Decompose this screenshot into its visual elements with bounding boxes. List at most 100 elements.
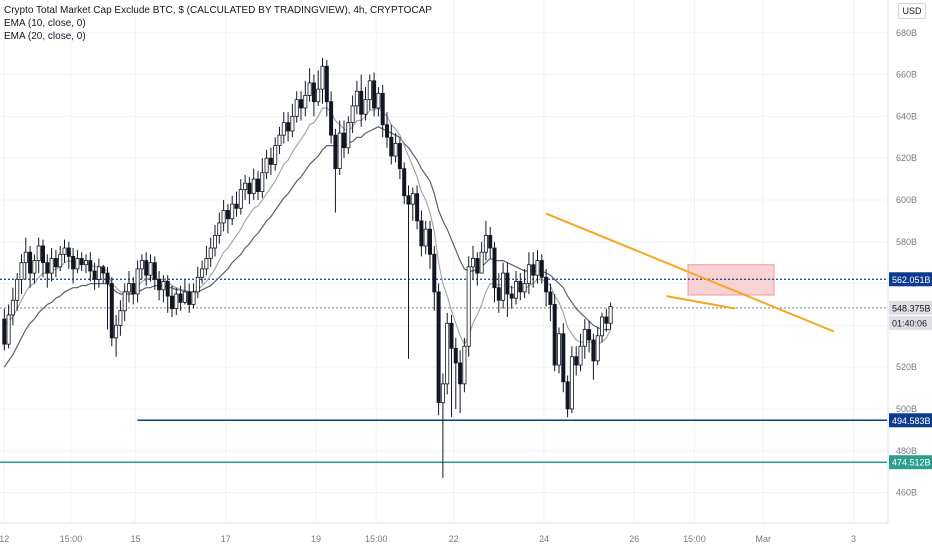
- candle-body: [200, 268, 205, 278]
- y-tick-label: 600B: [896, 195, 917, 205]
- candle-body: [496, 287, 501, 301]
- candle-body: [372, 80, 377, 109]
- candle-body: [359, 90, 364, 115]
- candle-body: [522, 283, 527, 293]
- y-tick-label: 660B: [896, 70, 917, 80]
- x-tick-label: 15: [130, 534, 140, 544]
- candle-body: [277, 134, 282, 147]
- candle-body: [410, 193, 415, 205]
- countdown-label-bg: [889, 315, 932, 330]
- candle-body: [178, 293, 183, 303]
- candle-body: [105, 272, 110, 284]
- candle-body: [298, 99, 303, 109]
- candle-body: [230, 203, 235, 220]
- candle-body: [260, 172, 265, 192]
- candle-body: [15, 278, 20, 301]
- candle-body: [419, 220, 424, 247]
- candle-body: [440, 383, 445, 404]
- orange-trendline-short[interactable]: [666, 295, 736, 310]
- candle-body: [36, 245, 41, 261]
- candle-body: [212, 235, 217, 249]
- price-label-bg: [889, 455, 932, 470]
- price-label-hline-474: 474.512B: [892, 458, 931, 468]
- candle-body: [569, 356, 574, 410]
- candle-body: [290, 115, 295, 132]
- candle-body: [324, 65, 329, 103]
- candle-body: [432, 253, 437, 293]
- orange-trendline-long[interactable]: [545, 212, 835, 333]
- candle-body: [397, 143, 402, 170]
- candle-body: [221, 209, 226, 224]
- candle-body: [161, 281, 166, 291]
- candle-body: [341, 132, 346, 149]
- candle-body: [514, 281, 519, 299]
- time-axis[interactable]: [0, 523, 888, 550]
- candle-body: [539, 260, 544, 278]
- candle-body: [204, 258, 209, 270]
- candle-body: [187, 291, 192, 305]
- candle-body: [118, 310, 123, 326]
- candle-body: [561, 333, 566, 383]
- indicator-ema10-label[interactable]: EMA (10, close, 0): [4, 18, 86, 29]
- x-tick-label: Mar: [756, 534, 772, 544]
- price-label-bg: [889, 413, 932, 428]
- candle-body: [122, 291, 127, 312]
- candle-body: [208, 247, 213, 259]
- candle-body: [127, 283, 132, 293]
- candle-body: [251, 178, 256, 195]
- candle-body: [71, 255, 76, 270]
- candle-body: [505, 272, 510, 295]
- price-label-hline-494: 494.583B: [892, 416, 931, 426]
- candle-body: [182, 291, 187, 303]
- candles-group: [2, 57, 613, 478]
- resistance-zone[interactable]: [687, 264, 775, 296]
- y-tick-label: 520B: [896, 362, 917, 372]
- candle-body: [436, 291, 441, 404]
- candle-body: [548, 291, 553, 305]
- candle-body: [354, 90, 359, 107]
- candle-body: [329, 101, 334, 136]
- x-tick-label: 15:00: [365, 534, 388, 544]
- x-tick-label: 12: [0, 534, 9, 544]
- x-tick-label: 26: [629, 534, 639, 544]
- candle-body: [526, 264, 531, 284]
- candle-body: [264, 157, 269, 174]
- candle-body: [191, 291, 196, 305]
- ema10-line[interactable]: [3, 107, 612, 346]
- candle-body: [217, 222, 222, 236]
- candle-body: [565, 381, 570, 410]
- candle-body: [475, 258, 480, 274]
- candle-body: [255, 178, 260, 192]
- candle-body: [28, 251, 33, 274]
- candle-body: [350, 105, 355, 124]
- indicator-ema20-label[interactable]: EMA (20, close, 0): [4, 31, 86, 42]
- x-tick-label: 15:00: [60, 534, 83, 544]
- y-tick-label: 640B: [896, 111, 917, 121]
- candle-body: [10, 299, 15, 316]
- candle-body: [574, 356, 579, 366]
- candle-body: [135, 268, 140, 295]
- candle-body: [19, 262, 24, 280]
- candle-body: [139, 260, 144, 270]
- candle-body: [479, 251, 484, 274]
- candle-body: [376, 92, 381, 109]
- candle-body: [92, 270, 97, 280]
- candle-body: [84, 260, 89, 266]
- candle-body: [557, 333, 562, 366]
- y-tick-label: 480B: [896, 446, 917, 456]
- price-label-price-line-current: 548.375B: [892, 303, 931, 313]
- candle-body: [427, 228, 432, 255]
- ema20-line[interactable]: [3, 126, 611, 368]
- x-tick-label: 3: [851, 534, 856, 544]
- candle-body: [608, 306, 613, 324]
- candle-body: [483, 235, 488, 253]
- candle-body: [311, 82, 316, 103]
- candle-body: [462, 345, 467, 385]
- currency-button[interactable]: USD: [898, 3, 926, 19]
- candle-body: [552, 304, 557, 366]
- candle-body: [509, 293, 514, 299]
- x-tick-label: 24: [539, 534, 549, 544]
